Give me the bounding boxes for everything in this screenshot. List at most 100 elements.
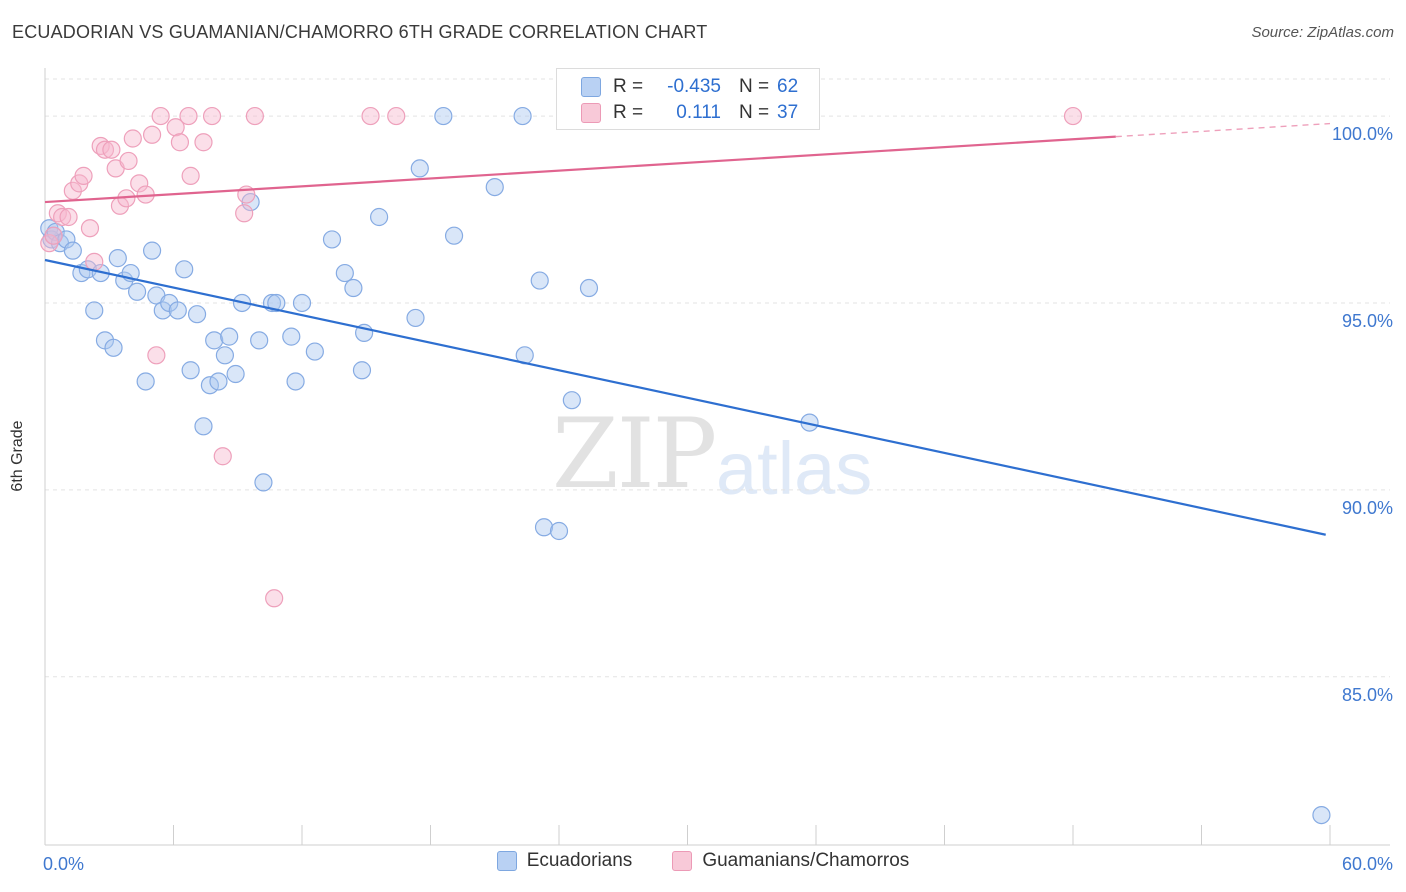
point-guamanian bbox=[202, 106, 222, 126]
point-guamanian bbox=[170, 133, 190, 152]
point-ecuadorian bbox=[153, 301, 172, 320]
point-ecuadorian bbox=[209, 372, 228, 391]
n-label: N = bbox=[739, 76, 770, 97]
point-guamanian bbox=[245, 106, 264, 126]
point-ecuadorian bbox=[410, 159, 429, 178]
point-ecuadorian bbox=[194, 417, 213, 436]
y-axis-label: 6th Grade bbox=[9, 420, 26, 492]
point-ecuadorian bbox=[181, 361, 200, 380]
point-ecuadorian bbox=[220, 327, 239, 346]
point-guamanian bbox=[59, 207, 78, 227]
point-guamanian bbox=[44, 226, 63, 245]
n-value: 37 bbox=[777, 102, 799, 123]
point-guamanian bbox=[85, 252, 104, 271]
trend-line-guamanians bbox=[44, 135, 1116, 204]
watermark-atlas: atlas bbox=[716, 427, 873, 510]
point-ecuadorian bbox=[305, 342, 324, 361]
point-ecuadorian bbox=[444, 226, 464, 245]
point-ecuadorian bbox=[175, 260, 194, 279]
point-guamanian bbox=[123, 129, 142, 148]
trend-line-ecuadorians bbox=[44, 258, 1326, 536]
point-guamanian bbox=[147, 346, 166, 365]
point-ecuadorian bbox=[226, 364, 245, 384]
point-ecuadorian bbox=[136, 372, 155, 391]
point-ecuadorian bbox=[534, 518, 554, 537]
point-ecuadorian bbox=[344, 278, 363, 298]
point-ecuadorian bbox=[406, 308, 425, 328]
x-tick-label-max: 60.0% bbox=[1342, 854, 1393, 874]
point-guamanian bbox=[74, 166, 93, 185]
point-guamanian bbox=[179, 106, 198, 126]
point-guamanian bbox=[265, 589, 284, 608]
chart-title: ECUADORIAN VS GUAMANIAN/CHAMORRO 6TH GRA… bbox=[12, 22, 708, 42]
point-ecuadorian bbox=[254, 473, 273, 492]
point-ecuadorian bbox=[549, 521, 569, 541]
point-ecuadorian bbox=[104, 338, 123, 357]
point-ecuadorian bbox=[142, 241, 162, 260]
y-tick-label: 95.0% bbox=[1342, 311, 1393, 331]
point-guamanian bbox=[95, 140, 115, 159]
stats-row-guamanians: R = 0.111 N = 37 bbox=[581, 99, 798, 127]
point-guamanian bbox=[235, 204, 254, 223]
x-tick-label-min: 0.0% bbox=[43, 854, 84, 874]
point-guamanian bbox=[213, 447, 232, 466]
point-guamanian bbox=[166, 118, 185, 137]
point-guamanian bbox=[194, 133, 213, 152]
point-ecuadorian bbox=[286, 372, 305, 391]
point-ecuadorian bbox=[352, 361, 372, 380]
blue-swatch bbox=[581, 77, 601, 97]
point-ecuadorian bbox=[215, 346, 234, 365]
n-value: 62 bbox=[777, 76, 799, 97]
legend-swatch-blue bbox=[496, 851, 517, 871]
point-ecuadorian bbox=[322, 230, 342, 249]
watermark-zip: ZIP bbox=[552, 398, 717, 510]
point-ecuadorian bbox=[85, 301, 104, 320]
legend-item-ecuadorians[interactable]: Ecuadorians bbox=[496, 850, 633, 872]
pink-swatch bbox=[581, 103, 601, 123]
point-ecuadorian bbox=[562, 391, 581, 410]
point-ecuadorian bbox=[282, 327, 301, 346]
point-guamanian bbox=[361, 106, 380, 126]
legend-item-guamanians[interactable]: Guamanians/Chamorros bbox=[672, 850, 909, 872]
legend-label-ecuadorians: Ecuadorians bbox=[526, 850, 633, 871]
r-label: R = bbox=[613, 76, 644, 97]
n-label: N = bbox=[739, 102, 770, 123]
point-guamanian bbox=[151, 106, 170, 126]
legend: Ecuadorians Guamanians/Chamorros bbox=[0, 850, 1406, 872]
point-ecuadorian bbox=[485, 177, 504, 197]
point-ecuadorian bbox=[434, 106, 453, 126]
y-tick-label: 85.0% bbox=[1342, 685, 1393, 705]
point-ecuadorian bbox=[335, 263, 354, 283]
y-tick-label: 100.0% bbox=[1332, 124, 1393, 144]
legend-swatch-pink bbox=[672, 851, 693, 871]
point-guamanian bbox=[142, 125, 162, 144]
source-note: Source: ZipAtlas.com bbox=[1251, 24, 1394, 41]
r-label: R = bbox=[613, 102, 644, 123]
point-ecuadorian bbox=[63, 241, 82, 260]
point-guamanian bbox=[53, 207, 72, 227]
r-value: 0.111 bbox=[676, 102, 721, 123]
legend-label-guamanians: Guamanians/Chamorros bbox=[702, 850, 910, 871]
point-ecuadorian bbox=[530, 271, 549, 290]
point-guamanian bbox=[387, 106, 406, 126]
point-guamanian bbox=[1063, 106, 1083, 126]
r-value: -0.435 bbox=[667, 76, 721, 97]
correlation-stats-box: R = -0.435 N = 62 R = 0.111 N = 37 bbox=[556, 68, 820, 130]
point-ecuadorian bbox=[168, 301, 187, 320]
point-ecuadorian bbox=[267, 293, 286, 313]
point-ecuadorian bbox=[108, 249, 127, 268]
point-guamanian bbox=[80, 219, 100, 238]
trend-line-guamanians-extension bbox=[1115, 122, 1331, 138]
point-guamanian bbox=[130, 174, 149, 193]
point-ecuadorian bbox=[513, 106, 532, 126]
point-guamanian bbox=[102, 140, 121, 159]
point-ecuadorian bbox=[187, 305, 207, 324]
point-ecuadorian bbox=[292, 293, 312, 313]
point-ecuadorian bbox=[127, 282, 147, 301]
point-ecuadorian bbox=[1312, 805, 1331, 825]
stats-row-ecuadorians: R = -0.435 N = 62 bbox=[581, 73, 798, 101]
point-guamanian bbox=[119, 151, 138, 171]
point-ecuadorian bbox=[579, 278, 599, 298]
y-tick-label: 90.0% bbox=[1342, 498, 1393, 518]
